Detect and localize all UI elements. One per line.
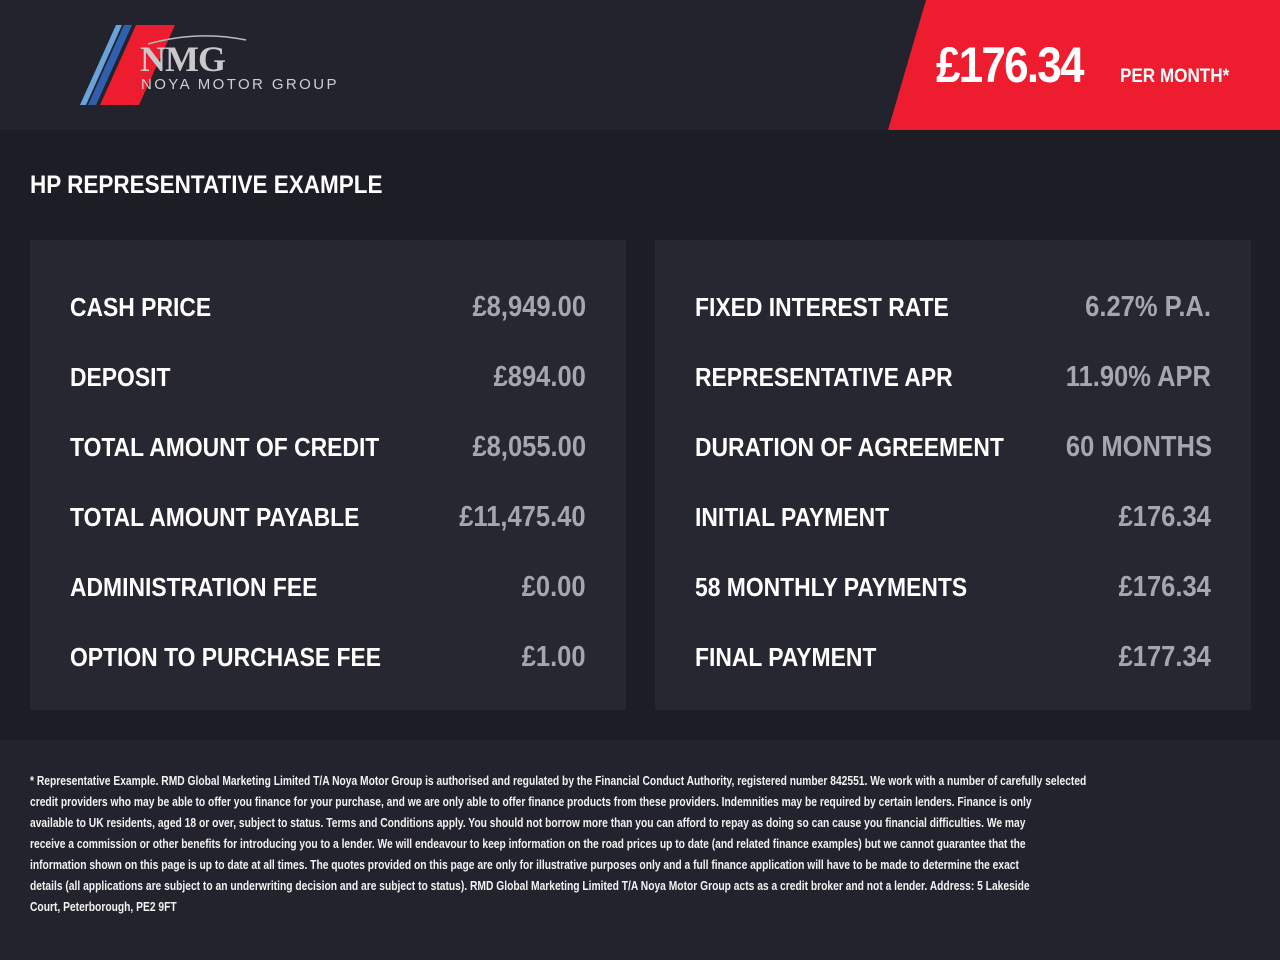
finance-value: £8,949.00 — [472, 290, 586, 323]
monthly-price-banner: £176.34 PER MONTH* — [888, 0, 1280, 130]
logo: NMG NOYA MOTOR GROUP — [78, 22, 368, 108]
finance-label: DURATION OF AGREEMENT — [695, 431, 1004, 462]
finance-value: £176.34 — [1118, 500, 1211, 533]
finance-label: CASH PRICE — [70, 291, 212, 322]
disclaimer: * Representative Example. RMD Global Mar… — [0, 740, 1280, 960]
finance-label: OPTION TO PURCHASE FEE — [70, 641, 382, 672]
finance-label: FINAL PAYMENT — [695, 641, 877, 672]
per-month-label: PER MONTH* — [1120, 66, 1230, 87]
finance-row: 58 MONTHLY PAYMENTS £176.34 — [695, 552, 1211, 622]
logo-subtitle: NOYA MOTOR GROUP — [141, 76, 339, 93]
finance-value: 11.90% APR — [1065, 360, 1211, 393]
finance-label: FIXED INTEREST RATE — [695, 291, 949, 322]
finance-row: REPRESENTATIVE APR 11.90% APR — [695, 342, 1211, 412]
finance-label: ADMINISTRATION FEE — [70, 571, 318, 602]
finance-value: £1.00 — [522, 640, 586, 673]
page-title: HP REPRESENTATIVE EXAMPLE — [30, 171, 383, 199]
disclaimer-line: Court, Peterborough, PE2 9FT — [30, 899, 177, 914]
finance-value: 60 MONTHS — [1065, 430, 1212, 463]
finance-value: £0.00 — [522, 570, 586, 603]
finance-value: 6.27% P.A. — [1085, 290, 1211, 323]
header: NMG NOYA MOTOR GROUP £176.34 PER MONTH* — [0, 0, 1280, 130]
finance-value: £176.34 — [1118, 570, 1211, 603]
finance-row: DEPOSIT £894.00 — [70, 342, 586, 412]
finance-row: ADMINISTRATION FEE £0.00 — [70, 552, 586, 622]
finance-row: OPTION TO PURCHASE FEE £1.00 — [70, 622, 586, 692]
finance-value: £8,055.00 — [472, 430, 586, 463]
disclaimer-line: details (all applications are subject to… — [30, 878, 1030, 893]
finance-row: DURATION OF AGREEMENT 60 MONTHS — [695, 412, 1212, 482]
finance-label: 58 MONTHLY PAYMENTS — [695, 571, 968, 602]
finance-label: TOTAL AMOUNT PAYABLE — [70, 501, 360, 532]
disclaimer-line: credit providers who may be able to offe… — [30, 794, 1032, 809]
logo-text: NMG — [140, 39, 226, 79]
right-finance-panel: FIXED INTEREST RATE 6.27% P.A. REPRESENTAT… — [655, 240, 1251, 710]
logo-stripes-icon — [80, 25, 247, 105]
finance-row: INITIAL PAYMENT £176.34 — [695, 482, 1211, 552]
left-finance-panel: CASH PRICE £8,949.00 DEPOSIT £894.00 TOTAL A… — [30, 240, 626, 710]
finance-row: TOTAL AMOUNT PAYABLE £11,475.40 — [70, 482, 586, 552]
finance-label: INITIAL PAYMENT — [695, 501, 890, 532]
monthly-price: £176.34 — [936, 37, 1084, 93]
finance-value: £177.34 — [1118, 640, 1211, 673]
disclaimer-line: receive a commission or other benefits f… — [30, 836, 1026, 851]
finance-row: CASH PRICE £8,949.00 — [70, 272, 586, 342]
disclaimer-line: information shown on this page is up to … — [30, 857, 1019, 872]
finance-label: DEPOSIT — [70, 361, 171, 392]
finance-value: £11,475.40 — [459, 500, 586, 533]
finance-row: TOTAL AMOUNT OF CREDIT £8,055.00 — [70, 412, 586, 482]
disclaimer-line: * Representative Example. RMD Global Mar… — [30, 773, 1087, 788]
finance-label: TOTAL AMOUNT OF CREDIT — [70, 431, 380, 462]
finance-row: FINAL PAYMENT £177.34 — [695, 622, 1211, 692]
finance-value: £894.00 — [493, 360, 586, 393]
finance-label: REPRESENTATIVE APR — [695, 361, 953, 392]
finance-row: FIXED INTEREST RATE 6.27% P.A. — [695, 272, 1211, 342]
disclaimer-line: available to UK residents, aged 18 or ov… — [30, 815, 1026, 830]
